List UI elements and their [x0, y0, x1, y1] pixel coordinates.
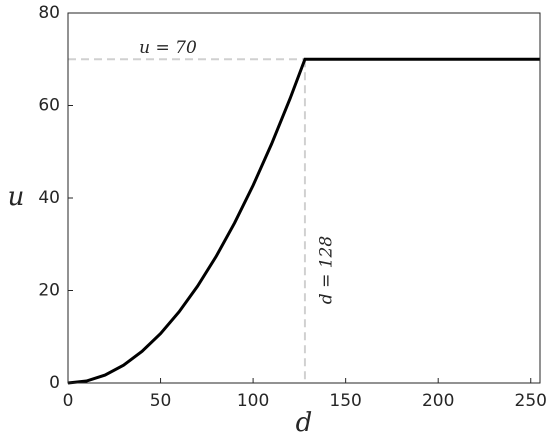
- y-tick-label: 20: [38, 281, 60, 301]
- line: [67, 57, 540, 385]
- x-tick-label: 50: [150, 391, 172, 411]
- x-tick-label: 100: [237, 391, 269, 411]
- y-tick-label: 40: [38, 188, 60, 208]
- annotation: d = 128: [316, 236, 336, 305]
- x-tick-label: 150: [329, 391, 361, 411]
- x-tick-label: 0: [63, 391, 74, 411]
- y-axis-label: u: [8, 182, 25, 212]
- y-tick-label: 0: [49, 373, 60, 393]
- x-tick-label: 250: [515, 391, 547, 411]
- x-axis-label: d: [296, 408, 313, 438]
- y-tick-label: 60: [38, 96, 60, 116]
- annotation: u = 70: [139, 38, 197, 58]
- y-tick-label: 80: [38, 3, 60, 23]
- x-tick-label: 200: [422, 391, 454, 411]
- plot-frame: [67, 12, 541, 384]
